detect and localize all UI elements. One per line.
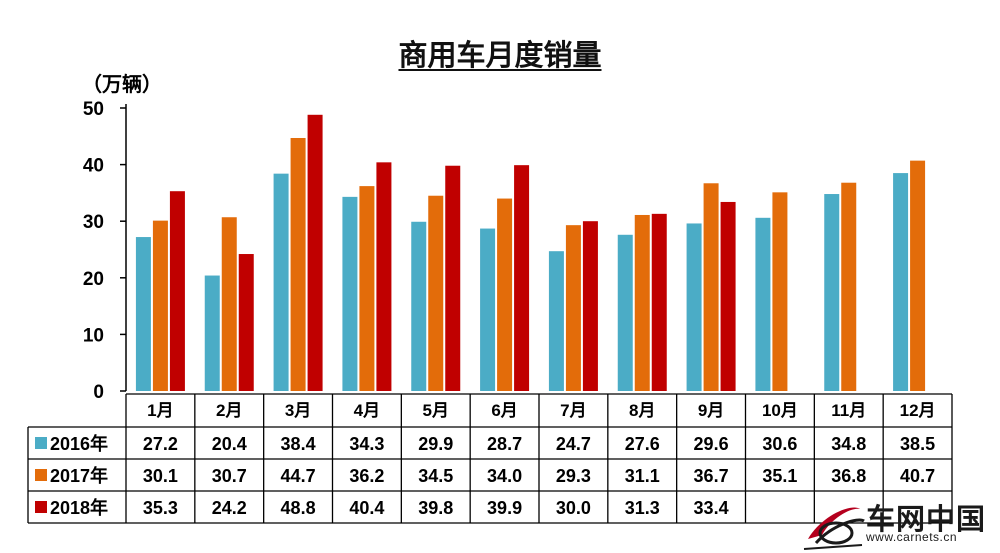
bar-2016年-9月 (686, 223, 702, 391)
table-cell: 36.2 (349, 466, 384, 486)
table-cell: 34.0 (487, 466, 522, 486)
bar-2016年-10月 (755, 217, 771, 391)
category-label: 4月 (354, 401, 380, 420)
watermark-text: 车网中国 (866, 504, 987, 536)
table-cell: 30.1 (143, 466, 178, 486)
table-cell: 48.8 (281, 498, 316, 518)
axes: 0 10 20 30 40 50 (83, 99, 127, 403)
bar-2017年-12月 (910, 160, 926, 391)
y-tick-label: 10 (83, 325, 104, 346)
bar-2017年-4月 (359, 186, 375, 391)
y-tick-label: 20 (83, 269, 104, 290)
table-cell: 44.7 (281, 466, 316, 486)
legend-swatch (35, 501, 47, 513)
bar-2017年-6月 (497, 198, 513, 391)
bar-2018年-7月 (582, 221, 598, 391)
bar-2018年-9月 (720, 201, 736, 391)
watermark-url: www.carnets.cn (866, 530, 958, 544)
y-tick-label: 40 (83, 156, 104, 177)
y-tick-label: 30 (83, 212, 104, 233)
y-tick-label: 0 (93, 382, 104, 403)
table-cell: 31.3 (625, 498, 660, 518)
table-cell: 29.9 (418, 434, 453, 454)
table-cell: 34.3 (349, 434, 384, 454)
table-cell: 31.1 (625, 466, 660, 486)
table-cell: 33.4 (694, 498, 729, 518)
category-label: 5月 (423, 401, 449, 420)
bar-2016年-12月 (893, 173, 909, 391)
y-tick-label: 50 (83, 99, 104, 120)
unit-label: （万辆） (82, 74, 162, 96)
bars (135, 114, 926, 392)
table-cell: 28.7 (487, 434, 522, 454)
bar-2016年-5月 (411, 221, 427, 391)
table-cell: 35.3 (143, 498, 178, 518)
bar-2018年-8月 (651, 213, 667, 391)
legend-swatch (35, 469, 47, 481)
series-label: 2017年 (50, 465, 108, 486)
bar-2016年-1月 (135, 237, 151, 391)
table-cell: 34.8 (831, 434, 866, 454)
category-label: 2月 (216, 401, 242, 420)
category-label: 7月 (560, 401, 586, 420)
bar-2018年-1月 (169, 191, 185, 391)
category-label: 9月 (698, 401, 724, 420)
table-cell: 24.7 (556, 434, 591, 454)
bar-2016年-6月 (480, 228, 496, 391)
bar-2016年-11月 (824, 194, 840, 391)
table-cell: 24.2 (212, 498, 247, 518)
table-cell: 30.0 (556, 498, 591, 518)
bar-2017年-9月 (703, 183, 719, 391)
bar-2017年-8月 (634, 214, 650, 391)
series-label: 2016年 (50, 433, 108, 454)
table-cell: 34.5 (418, 466, 453, 486)
bar-2016年-2月 (204, 275, 220, 391)
bar-2017年-7月 (565, 225, 581, 391)
bar-2017年-1月 (152, 220, 168, 391)
table-cell: 40.7 (900, 466, 935, 486)
table-cell: 38.5 (900, 434, 935, 454)
table-cell: 29.3 (556, 466, 591, 486)
bar-2018年-4月 (376, 162, 392, 391)
bar-2018年-6月 (514, 165, 530, 391)
bar-2016年-7月 (548, 251, 564, 391)
chart-title: 商用车月度销量 (398, 40, 602, 72)
bar-2017年-11月 (841, 182, 857, 391)
bar-2018年-5月 (445, 165, 461, 391)
bar-2016年-8月 (617, 234, 633, 391)
table-cell: 35.1 (762, 466, 797, 486)
table-cell: 36.8 (831, 466, 866, 486)
category-label: 8月 (629, 401, 655, 420)
bar-2016年-4月 (342, 196, 358, 391)
bar-2018年-2月 (238, 254, 254, 391)
table-cell: 30.6 (762, 434, 797, 454)
table-cell: 39.9 (487, 498, 522, 518)
series-label: 2018年 (50, 497, 108, 518)
category-label: 10月 (762, 401, 798, 420)
table-cell: 27.6 (625, 434, 660, 454)
bar-2016年-3月 (273, 173, 289, 391)
category-label: 1月 (147, 401, 173, 420)
bar-2017年-5月 (428, 195, 444, 391)
category-label: 6月 (491, 401, 517, 420)
table-cell: 40.4 (349, 498, 384, 518)
table-cell: 36.7 (694, 466, 729, 486)
table-cell: 39.8 (418, 498, 453, 518)
table-cell: 30.7 (212, 466, 247, 486)
bar-2017年-2月 (221, 217, 237, 391)
table-cell: 20.4 (212, 434, 247, 454)
table-cell: 38.4 (281, 434, 316, 454)
table-cell: 29.6 (694, 434, 729, 454)
category-label: 12月 (900, 401, 936, 420)
category-label: 3月 (285, 401, 311, 420)
category-label: 11月 (831, 401, 866, 420)
data-table: 1月 2月 3月 4月 5月 6月 7月 8月 9月 10月 11月 12月 2016年 27.2 20.4… (27, 393, 953, 524)
car-logo-icon (803, 507, 865, 550)
legend-swatch (35, 437, 47, 449)
bar-2017年-10月 (772, 192, 788, 391)
table-cell: 27.2 (143, 434, 178, 454)
bar-2017年-3月 (290, 137, 306, 391)
bar-2018年-3月 (307, 114, 323, 392)
